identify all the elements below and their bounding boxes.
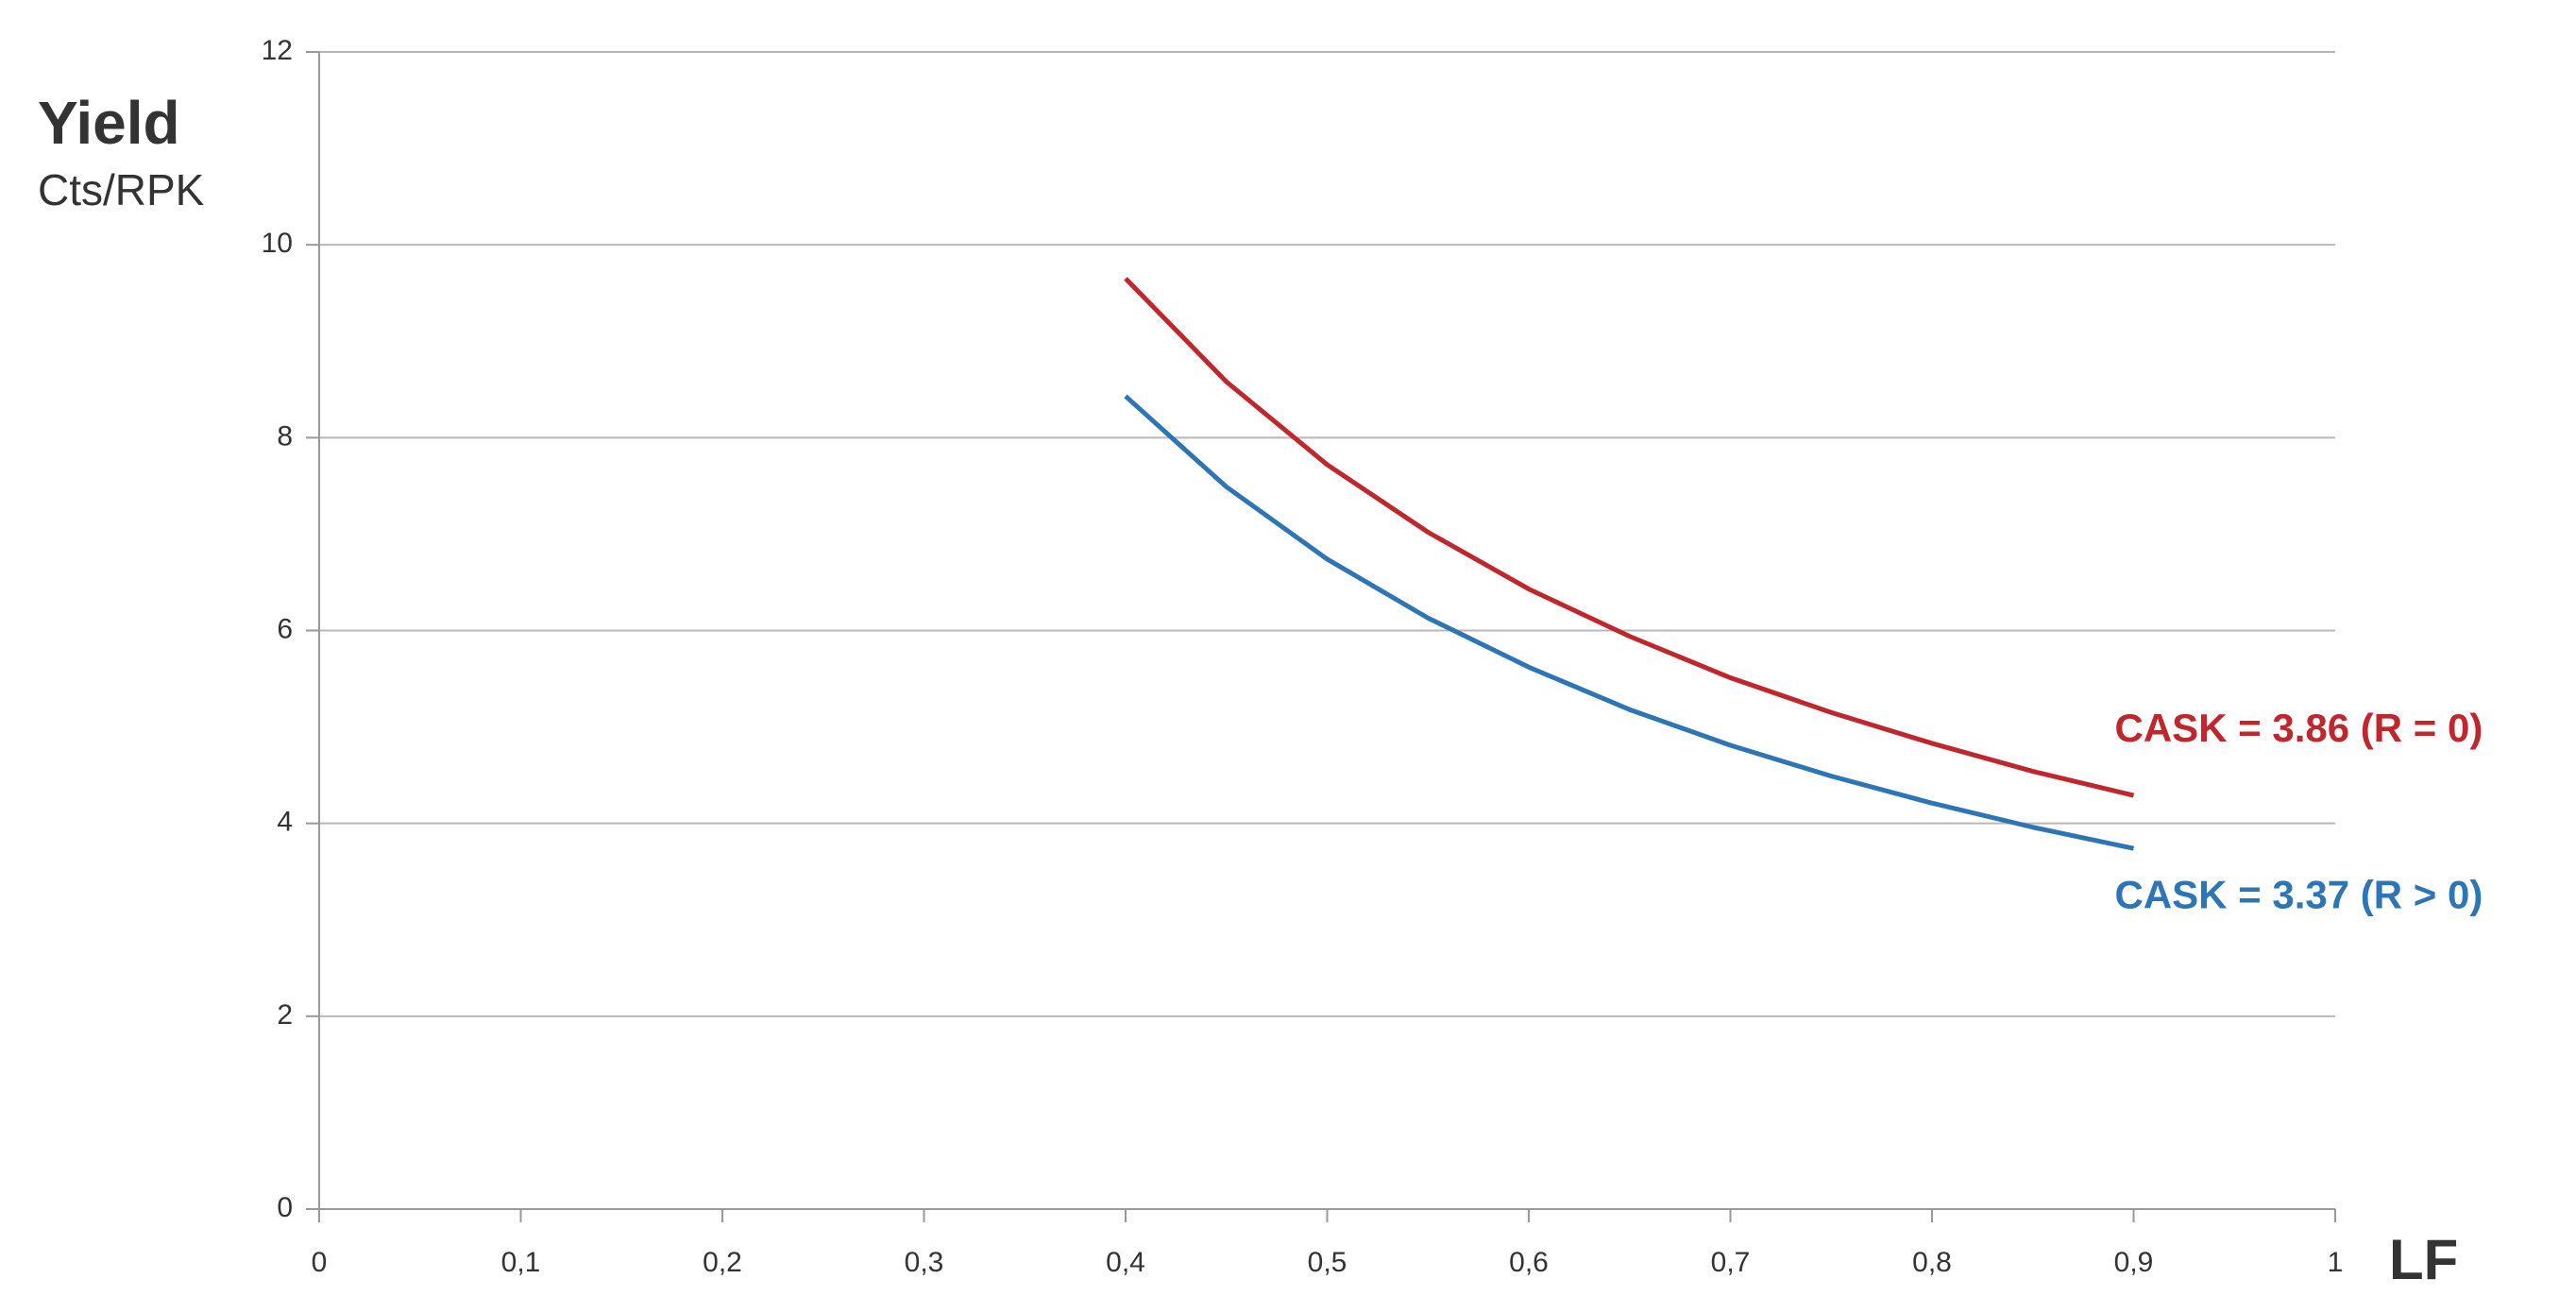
x-tick-label: 0,2	[703, 1247, 742, 1278]
x-tick-label: 0,3	[905, 1247, 944, 1278]
x-tick-label: 0,8	[1912, 1247, 1952, 1278]
line-series	[1124, 277, 2135, 798]
y-tick-label: 2	[277, 999, 293, 1031]
y-axis-title: Yield	[38, 89, 180, 157]
x-tick-label: 0	[312, 1247, 328, 1278]
x-tick-label: 0,4	[1106, 1247, 1145, 1278]
line-series	[1124, 394, 2135, 851]
x-axis-title: LF	[2389, 1228, 2458, 1291]
y-tick-label: 6	[277, 613, 293, 644]
y-tick-label: 0	[277, 1192, 293, 1223]
y-tick-label: 4	[277, 807, 293, 838]
x-tick-label: 0,1	[501, 1247, 541, 1278]
x-tick-label: 0,9	[2114, 1247, 2154, 1278]
y-tick-label: 10	[262, 228, 293, 259]
y-tick-label: 8	[277, 420, 293, 452]
y-axis-unit: Cts/RPK	[38, 165, 205, 214]
y-tick-label: 12	[262, 35, 293, 66]
series-label: CASK = 3.86 (R = 0)	[2115, 706, 2483, 750]
series-label: CASK = 3.37 (R > 0)	[2115, 872, 2483, 916]
x-tick-label: 0,6	[1509, 1247, 1549, 1278]
x-tick-label: 0,5	[1308, 1247, 1347, 1278]
x-tick-label: 0,7	[1711, 1247, 1751, 1278]
x-tick-label: 1	[2328, 1247, 2344, 1278]
